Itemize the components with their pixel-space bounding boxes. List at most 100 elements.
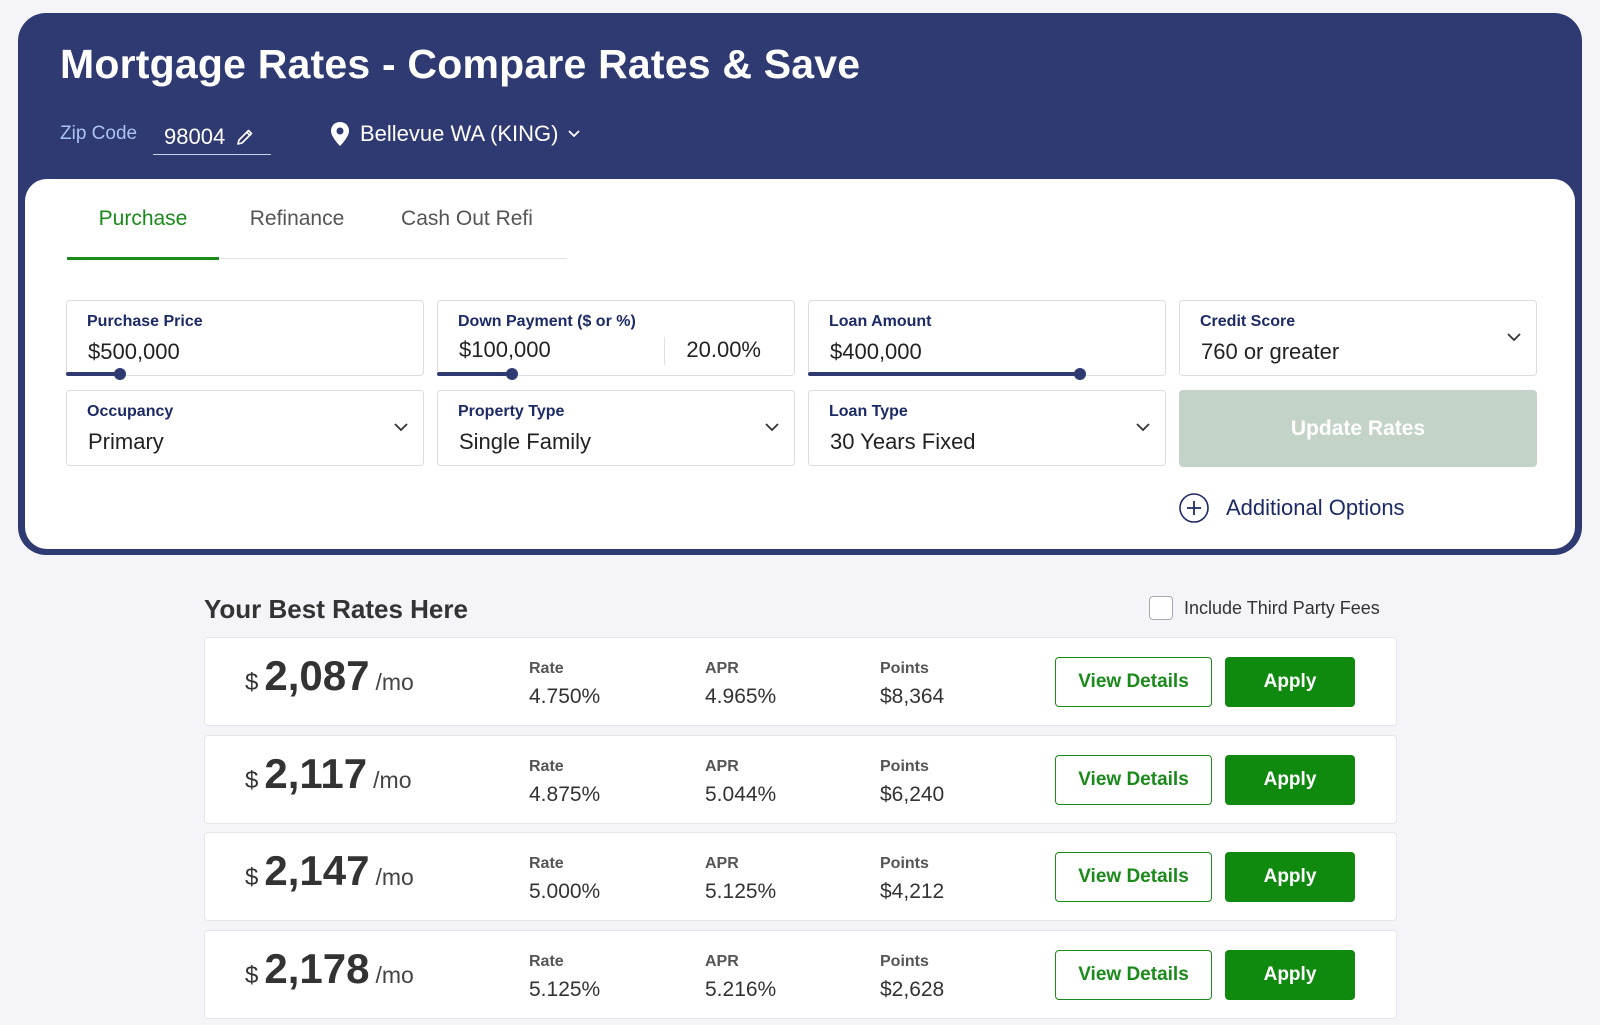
zip-code-value: 98004 [164, 123, 226, 149]
tab-refinance[interactable]: Refinance [249, 207, 345, 230]
per-month-unit: /mo [375, 864, 414, 890]
purchase-price-slider[interactable] [66, 368, 424, 380]
apr-label: APR [705, 855, 739, 872]
monthly-payment: $ 2,147 /mo [245, 847, 414, 895]
rate-row: $ 2,087 /mo Rate 4.750% APR 4.965% Point… [204, 637, 1397, 726]
third-party-fees-label: Include Third Party Fees [1184, 597, 1380, 618]
rate-label: Rate [529, 855, 564, 872]
down-payment-slider[interactable] [437, 368, 795, 380]
tab-purchase[interactable]: Purchase [67, 179, 219, 260]
loan-amount-slider[interactable] [808, 368, 1166, 380]
location-selector[interactable]: Bellevue WA (KING) [329, 119, 581, 149]
loan-amount-field[interactable]: Loan Amount $400,000 [808, 300, 1166, 376]
apply-button[interactable]: Apply [1225, 657, 1355, 707]
payment-amount: 2,178 [264, 945, 370, 992]
view-details-button[interactable]: View Details [1055, 657, 1212, 707]
rate-label: Rate [529, 758, 564, 775]
apr-value: 5.125% [705, 880, 777, 903]
monthly-payment: $ 2,087 /mo [245, 652, 414, 700]
map-pin-icon [329, 121, 351, 147]
property-type-value: Single Family [459, 429, 592, 454]
occupancy-select[interactable]: Occupancy Primary [66, 390, 424, 466]
down-payment-value: $100,000 [459, 337, 551, 362]
loan-purpose-tabs: Purchase Refinance Cash Out Refi [67, 179, 567, 260]
rates-header-card: Mortgage Rates - Compare Rates & Save Zi… [18, 13, 1582, 555]
loan-amount-label: Loan Amount [829, 313, 932, 330]
rate-stat: Rate 5.125% [529, 953, 600, 1002]
chevron-down-icon [393, 419, 409, 437]
down-payment-label: Down Payment ($ or %) [458, 313, 636, 330]
property-type-select[interactable]: Property Type Single Family [437, 390, 795, 466]
chevron-down-icon [764, 419, 780, 437]
apr-stat: APR 5.216% [705, 953, 776, 1002]
plus-circle-icon [1178, 492, 1210, 524]
apr-label: APR [705, 758, 739, 775]
view-details-button[interactable]: View Details [1055, 950, 1212, 1000]
purchase-price-slider-fill [66, 372, 120, 376]
down-payment-slider-thumb[interactable] [506, 368, 519, 380]
rate-value: 4.750% [529, 685, 601, 708]
location-label: Bellevue WA (KING) [360, 121, 559, 146]
third-party-fees-option[interactable]: Include Third Party Fees [1149, 596, 1380, 620]
points-label: Points [880, 855, 929, 872]
points-label: Points [880, 953, 929, 970]
apr-label: APR [705, 953, 739, 970]
apr-value: 5.216% [705, 978, 777, 1001]
chevron-down-icon [1506, 329, 1522, 347]
payment-amount: 2,117 [264, 750, 368, 797]
chevron-down-icon [567, 129, 581, 139]
results-title: Your Best Rates Here [204, 594, 468, 624]
apr-stat: APR 5.125% [705, 855, 776, 904]
rate-label: Rate [529, 660, 564, 677]
loan-amount-value: $400,000 [830, 339, 922, 364]
credit-score-label: Credit Score [1200, 313, 1296, 330]
rate-value: 4.875% [529, 783, 601, 806]
points-value: $6,240 [880, 783, 945, 806]
per-month-unit: /mo [375, 962, 414, 988]
occupancy-value: Primary [88, 429, 164, 454]
apply-button[interactable]: Apply [1225, 950, 1355, 1000]
points-value: $8,364 [880, 685, 945, 708]
occupancy-label: Occupancy [87, 403, 174, 420]
payment-amount: 2,147 [264, 847, 370, 894]
per-month-unit: /mo [373, 767, 412, 793]
down-payment-slider-fill [437, 372, 513, 376]
purchase-price-value: $500,000 [88, 339, 180, 364]
additional-options-toggle[interactable]: Additional Options [1178, 492, 1405, 524]
update-rates-button[interactable]: Update Rates [1179, 390, 1537, 467]
apr-value: 5.044% [705, 783, 777, 806]
purchase-price-field[interactable]: Purchase Price $500,000 [66, 300, 424, 376]
rate-stat: Rate 4.875% [529, 758, 600, 807]
down-payment-percent: 20.00% [686, 337, 761, 362]
monthly-payment: $ 2,178 /mo [245, 945, 414, 993]
rate-row: $ 2,147 /mo Rate 5.000% APR 5.125% Point… [204, 832, 1397, 921]
third-party-fees-checkbox[interactable] [1149, 596, 1173, 620]
down-payment-divider [664, 337, 665, 365]
apr-stat: APR 4.965% [705, 660, 776, 709]
currency-symbol: $ [245, 962, 259, 989]
apply-button[interactable]: Apply [1225, 852, 1355, 902]
rate-row: $ 2,117 /mo Rate 4.875% APR 5.044% Point… [204, 735, 1397, 824]
points-label: Points [880, 660, 929, 677]
loan-type-value: 30 Years Fixed [830, 429, 976, 454]
property-type-label: Property Type [458, 403, 565, 420]
pencil-icon[interactable] [235, 127, 255, 147]
points-stat: Points $2,628 [880, 953, 944, 1002]
zip-code-field[interactable]: 98004 [153, 119, 271, 155]
loan-type-select[interactable]: Loan Type 30 Years Fixed [808, 390, 1166, 466]
loan-amount-slider-thumb[interactable] [1074, 368, 1087, 380]
payment-amount: 2,087 [264, 652, 370, 699]
points-stat: Points $6,240 [880, 758, 944, 807]
rate-row: $ 2,178 /mo Rate 5.125% APR 5.216% Point… [204, 930, 1397, 1019]
purchase-price-slider-thumb[interactable] [113, 368, 126, 380]
credit-score-select[interactable]: Credit Score 760 or greater [1179, 300, 1537, 376]
tab-cash-out-refi[interactable]: Cash Out Refi [401, 207, 533, 230]
currency-symbol: $ [245, 669, 259, 696]
down-payment-field[interactable]: Down Payment ($ or %) $100,000 20.00% [437, 300, 795, 376]
view-details-button[interactable]: View Details [1055, 755, 1212, 805]
apply-button[interactable]: Apply [1225, 755, 1355, 805]
currency-symbol: $ [245, 767, 259, 794]
purchase-price-label: Purchase Price [87, 313, 203, 330]
rate-label: Rate [529, 953, 564, 970]
view-details-button[interactable]: View Details [1055, 852, 1212, 902]
